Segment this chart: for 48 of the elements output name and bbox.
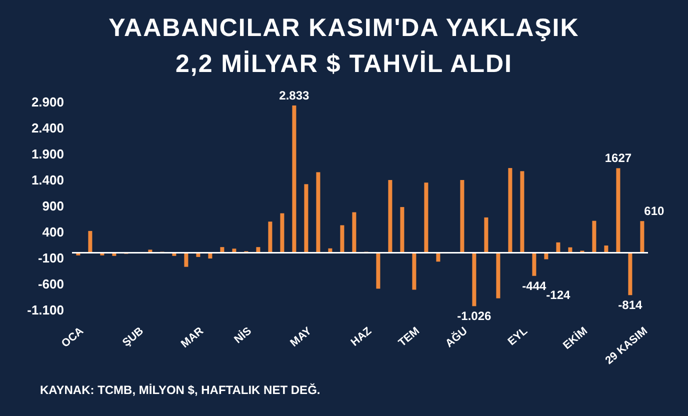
y-tick-label: 400 xyxy=(42,224,64,240)
bar xyxy=(88,230,92,253)
x-tick-label: NİS xyxy=(232,324,254,346)
bar xyxy=(496,252,500,298)
bar xyxy=(616,168,620,253)
y-tick-label: 1.900 xyxy=(31,146,64,162)
bar xyxy=(292,105,296,253)
bar xyxy=(388,180,392,253)
data-label: -814 xyxy=(618,298,643,312)
text: KAYNAK: TCMB, MİLYON $, HAFTALIK NET DEĞ. xyxy=(40,383,320,397)
bar xyxy=(400,207,404,253)
data-label: 2.833 xyxy=(279,88,310,102)
bar xyxy=(376,252,380,289)
bar xyxy=(520,171,524,253)
y-tick-label: 1.400 xyxy=(31,172,64,188)
data-label: 610 xyxy=(644,204,665,218)
y-tick-label: -1.100 xyxy=(27,302,64,318)
y-tick-label: -100 xyxy=(38,250,64,266)
bar xyxy=(436,252,440,262)
y-tick-label: 2.900 xyxy=(31,94,64,110)
data-label: 1627 xyxy=(604,151,632,166)
y-tick-label: -600 xyxy=(38,276,64,292)
bar xyxy=(472,252,476,306)
bar xyxy=(532,252,536,276)
bar xyxy=(352,212,356,253)
bar xyxy=(640,221,644,253)
bar xyxy=(304,184,308,253)
bar xyxy=(592,220,596,253)
bar xyxy=(316,172,320,253)
bar xyxy=(340,225,344,253)
y-tick-label: 900 xyxy=(42,198,64,214)
bar xyxy=(268,222,272,253)
y-tick-label: 2.400 xyxy=(31,120,64,136)
bar xyxy=(424,182,428,253)
bar xyxy=(628,252,632,296)
data-label: -444 xyxy=(522,278,547,293)
bar xyxy=(484,217,488,253)
bar xyxy=(184,252,188,267)
x-tick-label: EYL xyxy=(506,324,530,348)
data-label: -1.026 xyxy=(457,309,492,324)
data-label: -124 xyxy=(546,288,571,302)
bar xyxy=(508,168,512,253)
x-tick-label: OCA xyxy=(59,325,86,350)
bar xyxy=(556,242,560,253)
bar xyxy=(460,180,464,253)
chart-title: YAABANCILAR KASIM'DA YAKLAŞIK 2,2 MİLYAR $ TAHVİL ALDI xyxy=(108,13,580,80)
bar xyxy=(412,252,416,290)
bar xyxy=(280,213,284,253)
